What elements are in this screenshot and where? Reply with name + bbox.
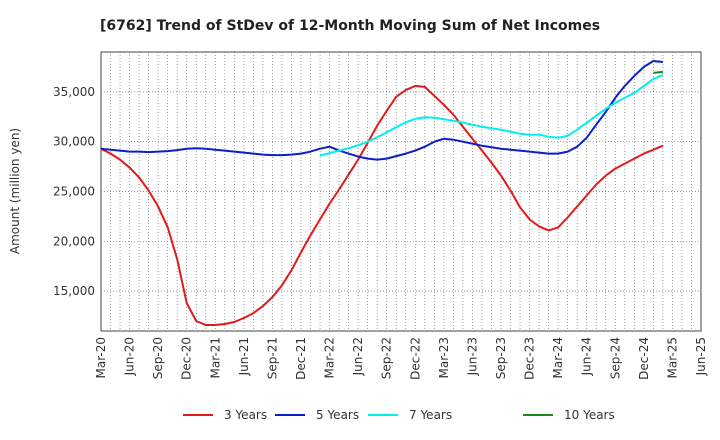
legend-label: 7 Years [409, 408, 452, 422]
x-tick-label: Sep-20 [151, 337, 165, 379]
x-tick-label: Sep-23 [494, 337, 508, 379]
legend: 3 Years 5 Years 7 Years 10 Years [183, 408, 615, 422]
x-tick-label: Jun-24 [580, 337, 594, 376]
series-lines [100, 60, 664, 326]
x-tick-label: Jun-23 [465, 337, 479, 376]
x-tick-label: Mar-22 [323, 337, 337, 378]
x-tick-label: Sep-22 [380, 337, 394, 379]
y-tick-label: 35,000 [53, 85, 95, 99]
y-tick-label: 15,000 [53, 284, 95, 298]
x-tick-label: Dec-22 [408, 337, 422, 380]
x-tick-label: Sep-24 [608, 337, 622, 379]
grid-lines [101, 52, 701, 331]
legend-label: 5 Years [316, 408, 359, 422]
legend-label: 3 Years [224, 408, 267, 422]
chart-title: [6762] Trend of StDev of 12-Month Moving… [100, 18, 600, 34]
x-tick-label: Jun-21 [237, 337, 251, 376]
x-tick-label: Jun-20 [123, 337, 137, 376]
series-line-7-years [319, 73, 664, 157]
x-tick-label: Mar-21 [208, 337, 222, 378]
x-tick-label: Dec-21 [294, 337, 308, 380]
x-tick-label: Mar-23 [437, 337, 451, 378]
series-line-3-years [100, 84, 664, 326]
x-tick-label: Sep-21 [265, 337, 279, 379]
x-tick-label: Mar-20 [94, 337, 108, 378]
x-tick-label: Dec-20 [180, 337, 194, 380]
series-line-5-years [100, 60, 664, 161]
y-axis-label: Amount (million yen) [8, 128, 22, 254]
x-tick-label: Mar-24 [551, 337, 565, 378]
series-line-10-years [653, 70, 664, 74]
y-axis-ticks: 15,000 20,000 25,000 30,000 35,000 [53, 85, 95, 298]
x-tick-label: Dec-23 [523, 337, 537, 380]
y-tick-label: 25,000 [53, 185, 95, 199]
x-tick-label: Jun-22 [351, 337, 365, 376]
x-tick-label: Mar-25 [665, 337, 679, 378]
y-tick-label: 30,000 [53, 135, 95, 149]
legend-label: 10 Years [564, 408, 615, 422]
x-tick-label: Jun-25 [694, 337, 708, 376]
x-tick-label: Dec-24 [637, 337, 651, 380]
y-tick-label: 20,000 [53, 234, 95, 248]
x-axis-ticks: Mar-20 Jun-20 Sep-20 Dec-20 Mar-21 Jun-21 Sep-… [94, 337, 708, 380]
